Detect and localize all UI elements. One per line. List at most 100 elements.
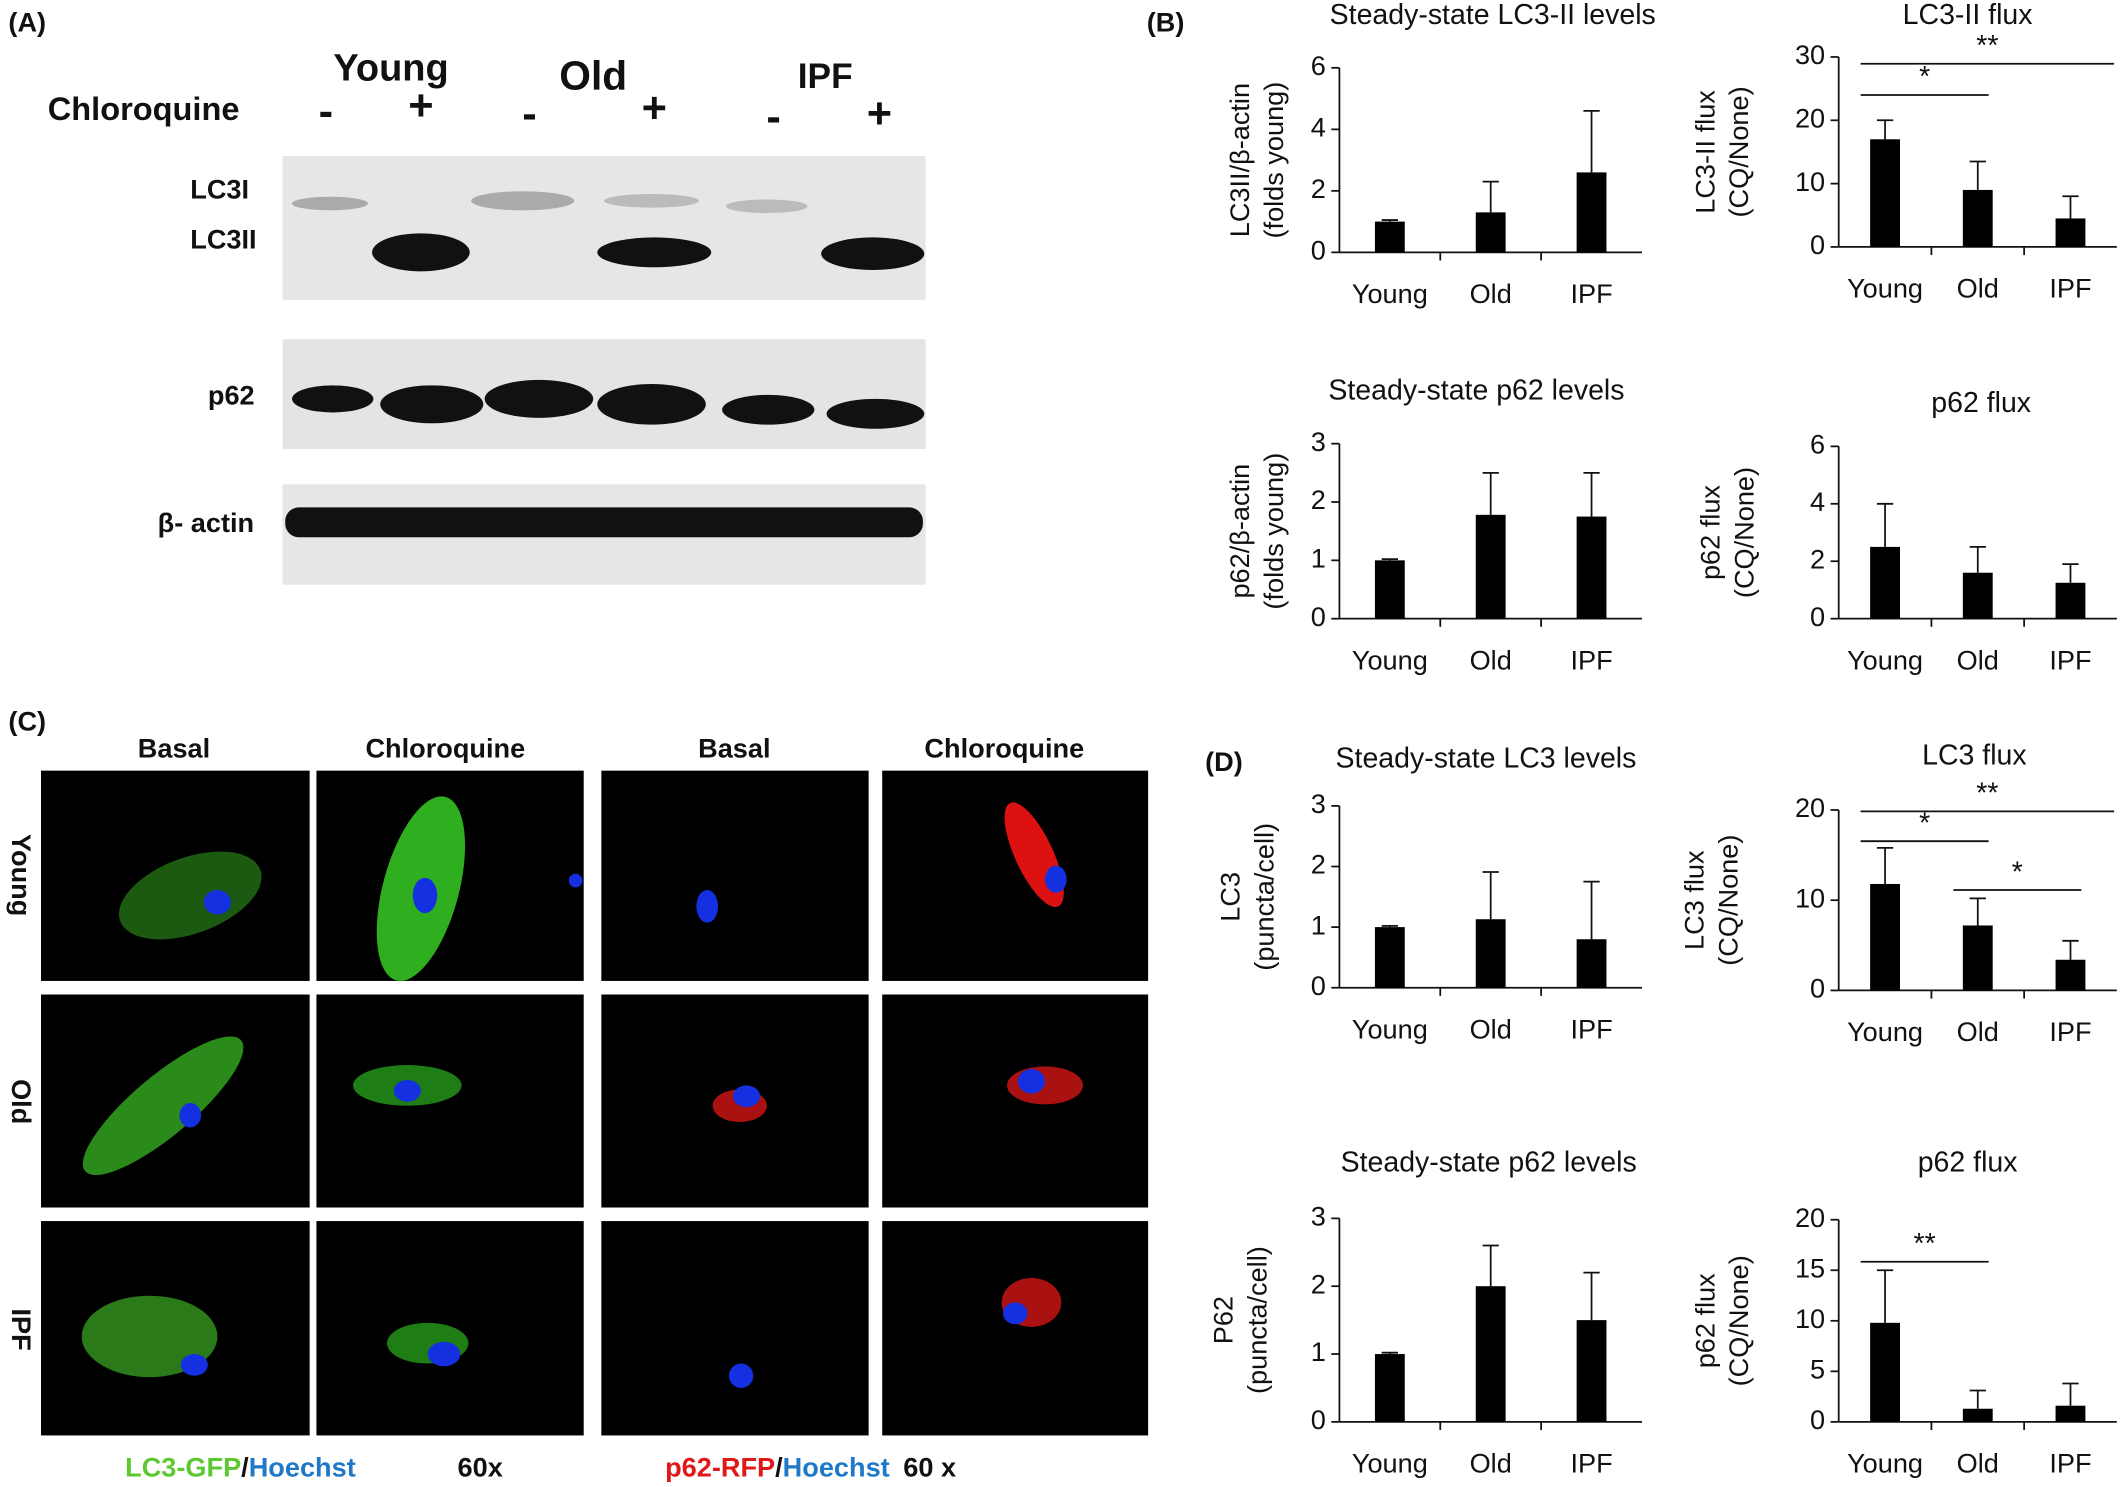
column-label: Basal [138, 732, 210, 763]
chart-title: Steady-state p62 levels [1341, 1147, 1637, 1179]
y-tick-label: 5 [1810, 1354, 1825, 1385]
x-tick-label: Old [1470, 278, 1512, 309]
stain-name: Hoechst [249, 1452, 356, 1483]
blot-membrane [282, 156, 926, 300]
x-tick-label: Young [1847, 644, 1923, 675]
panel-label: (A) [8, 7, 46, 38]
significance-label: ** [1976, 778, 1998, 810]
bar [1962, 925, 1993, 991]
row-label: Young [6, 834, 37, 916]
y-tick-label: 0 [1311, 601, 1326, 632]
treatment-sign: - [766, 93, 780, 141]
y-tick-label: 4 [1311, 112, 1326, 143]
bar [1374, 927, 1405, 988]
magnification: 60 x [903, 1452, 956, 1483]
significance-label: * [1919, 807, 1930, 839]
treatment-sign: - [522, 90, 536, 138]
chart-title: p62 flux [1931, 387, 2031, 419]
chart-title: Steady-state LC3 levels [1336, 742, 1637, 774]
y-tick-label: 20 [1795, 102, 1825, 133]
band-label: LC3I [190, 173, 249, 204]
western-blot: Chloroquine Young Old IPF - + - + - + LC… [48, 48, 926, 585]
column-label: Chloroquine [924, 732, 1084, 763]
row-label: Old [6, 1079, 37, 1124]
blot-bands [285, 191, 925, 538]
x-tick-label: Old [1957, 1447, 1999, 1478]
bar [1962, 572, 1993, 619]
y-axis-label: (CQ/None) [1729, 467, 1760, 598]
bar-chart: Steady-state p62 levels p62/β-actin (folds… [1224, 375, 1642, 675]
x-tick-label: Old [1470, 1447, 1512, 1478]
x-tick-label: Young [1847, 273, 1923, 304]
magnification: 60x [458, 1452, 503, 1483]
y-tick-label: 4 [1810, 486, 1825, 517]
chart-title: Steady-state LC3-II levels [1330, 0, 1656, 31]
y-tick-label: 2 [1810, 543, 1825, 574]
micrograph-cells [81, 796, 1083, 1388]
bar [1374, 1354, 1405, 1422]
stain-legend: LC3-GFP/Hoechst 60x [125, 1452, 503, 1483]
y-tick-label: 1 [1311, 1336, 1326, 1367]
y-axis-label: (CQ/None) [1723, 86, 1754, 217]
x-tick-label: Old [1470, 1013, 1512, 1044]
y-tick-label: 0 [1311, 1404, 1326, 1435]
stain-legend: p62-RFP/Hoechst 60 x [665, 1452, 956, 1483]
y-tick-label: 0 [1311, 970, 1326, 1001]
x-tick-label: IPF [1570, 1013, 1612, 1044]
group-label: Young [333, 48, 448, 90]
x-tick-label: IPF [1570, 644, 1612, 675]
microscopy: Basal Chloroquine Basal Chloroquine Youn… [6, 732, 1149, 1483]
y-axis-label: (puncta/cell) [1248, 823, 1279, 971]
bar [1374, 560, 1405, 619]
y-tick-label: 0 [1810, 1404, 1825, 1435]
y-tick-label: 2 [1311, 484, 1326, 515]
y-tick-label: 20 [1795, 792, 1825, 823]
y-tick-label: 10 [1795, 166, 1825, 197]
bar [2055, 959, 2086, 991]
panel-label: (D) [1205, 746, 1243, 777]
x-tick-label: Old [1470, 644, 1512, 675]
stain-name: LC3-GFP [125, 1452, 241, 1483]
y-tick-label: 0 [1810, 601, 1825, 632]
y-axis-label: (folds young) [1258, 82, 1289, 239]
band-label: LC3II [190, 224, 256, 255]
y-axis-label: P62 [1208, 1296, 1239, 1344]
chart-title: p62 flux [1918, 1147, 2018, 1179]
y-tick-label: 1 [1311, 543, 1326, 574]
x-tick-label: IPF [2049, 1447, 2091, 1478]
bar-chart: Steady-state LC3 levels LC3 (puncta/cell) 0… [1214, 742, 1642, 1044]
y-tick-label: 0 [1311, 235, 1326, 266]
x-tick-label: IPF [2049, 1016, 2091, 1047]
y-tick-label: 3 [1311, 1201, 1326, 1232]
bar [2055, 582, 2086, 619]
stain-name: Hoechst [783, 1452, 890, 1483]
bar [1962, 1408, 1993, 1422]
y-axis-label: (folds young) [1258, 453, 1289, 610]
bar-chart: Steady-state LC3-II levels LC3II/β-actin(… [1224, 0, 1656, 309]
y-tick-label: 6 [1810, 429, 1825, 460]
x-tick-label: Young [1847, 1016, 1923, 1047]
y-tick-label: 0 [1810, 973, 1825, 1004]
stain-name: p62-RFP [665, 1452, 775, 1483]
x-tick-label: Old [1957, 644, 1999, 675]
y-tick-label: 10 [1795, 882, 1825, 913]
bar [1475, 1286, 1506, 1422]
separator: / [241, 1452, 249, 1483]
y-axis-label: LC3 flux [1678, 850, 1709, 950]
y-axis-label: LC3II/β-actin [1224, 83, 1255, 237]
y-tick-label: 3 [1311, 426, 1326, 457]
x-tick-label: Young [1352, 1447, 1428, 1478]
x-tick-label: Old [1957, 273, 1999, 304]
y-tick-label: 6 [1311, 50, 1326, 81]
bar [1475, 514, 1506, 619]
x-tick-label: IPF [1570, 1447, 1612, 1478]
chart-title: LC3 flux [1922, 740, 2027, 772]
band-label: p62 [208, 380, 255, 411]
treatment-sign: - [319, 87, 333, 135]
